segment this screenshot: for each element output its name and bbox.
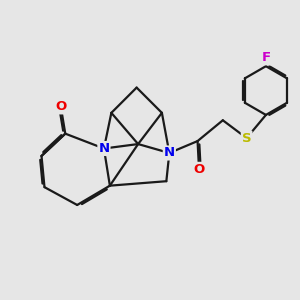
Text: S: S [242, 132, 251, 145]
Text: N: N [98, 142, 110, 155]
Text: O: O [55, 100, 67, 113]
Text: N: N [164, 146, 175, 160]
Text: O: O [194, 163, 205, 176]
Text: F: F [261, 51, 271, 64]
